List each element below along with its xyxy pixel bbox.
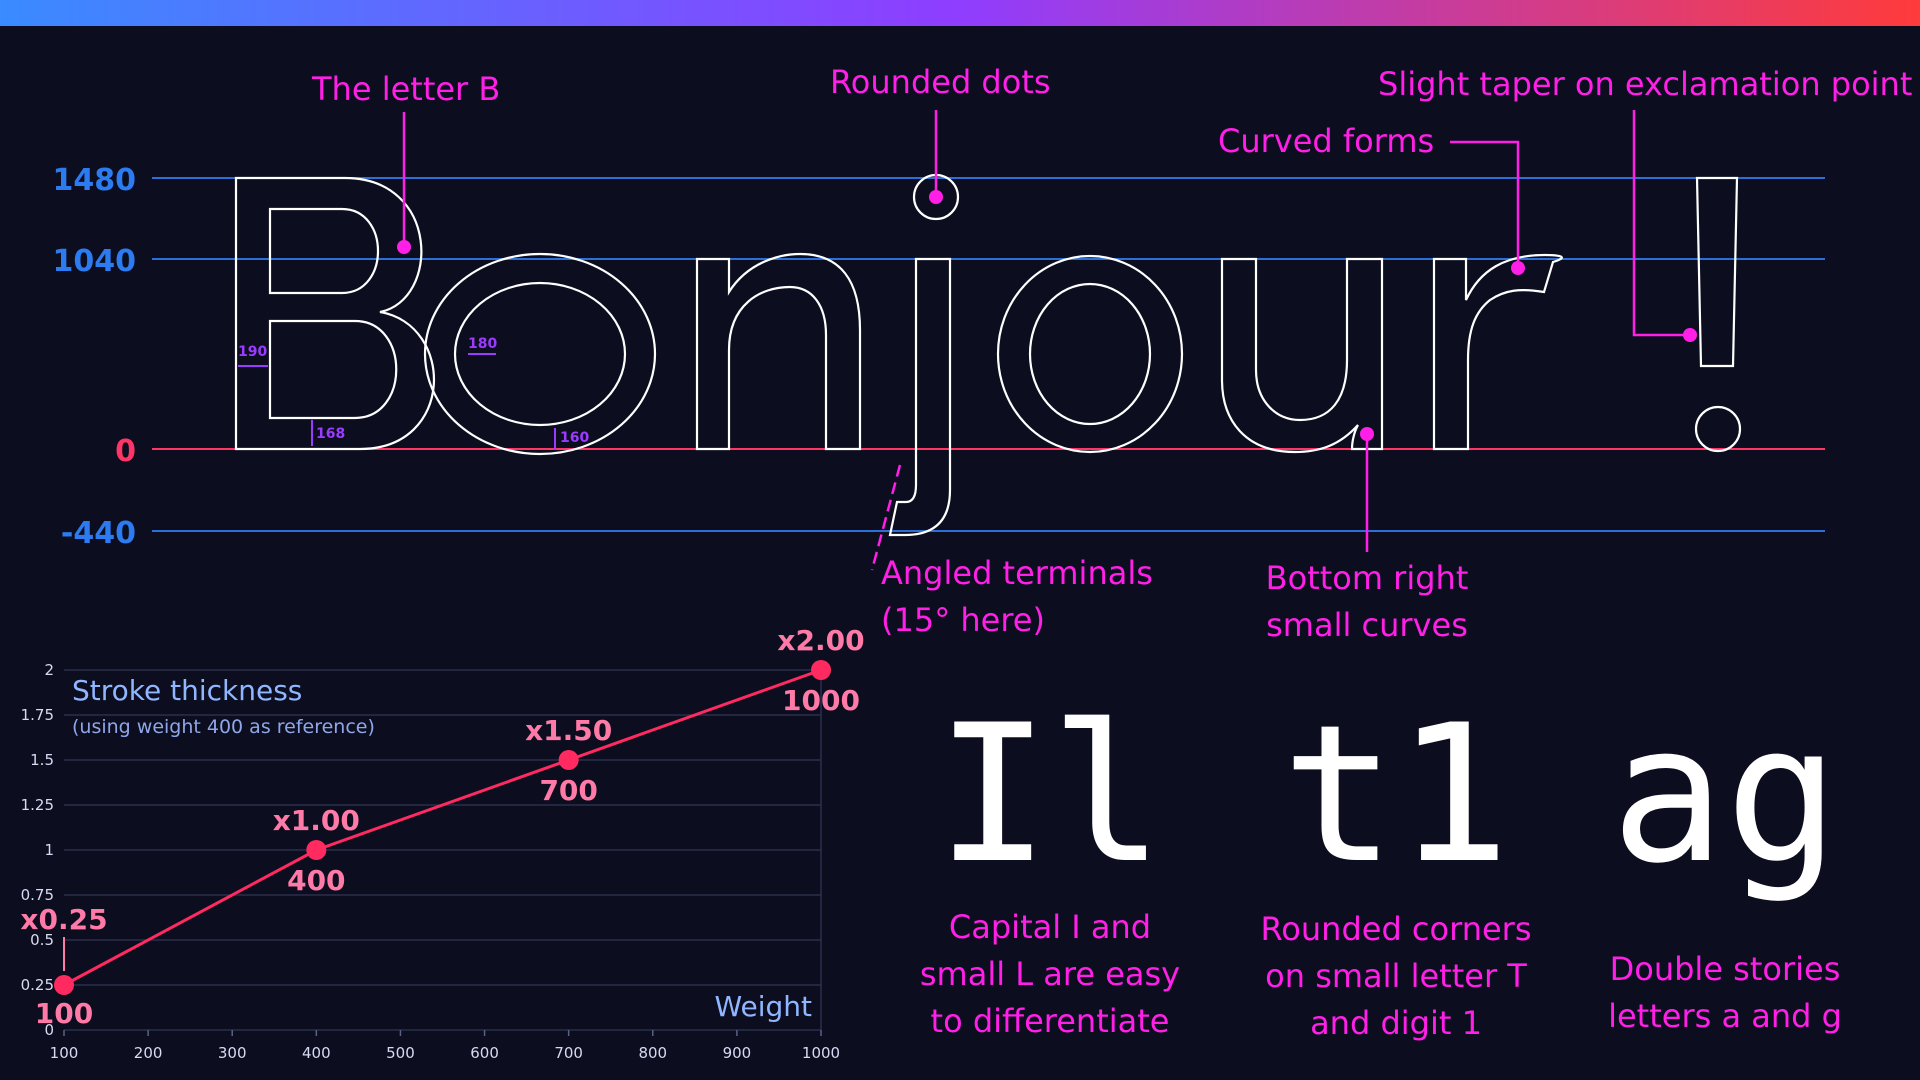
chart-y-ticks: 0 0.25 0.5 0.75 1 1.25 1.5 1.75 2 [21, 661, 54, 1039]
chart-x-ticks: 100 200 300 400 500 600 700 800 900 1000 [50, 1044, 840, 1062]
metric-label-descender: -440 [61, 516, 136, 551]
stroke-measurements: 190 180 168 160 [238, 336, 589, 450]
data-point [54, 975, 74, 995]
glyph-samples: Il Capital I and small L are easy to dif… [920, 684, 1842, 1042]
metric-label-ascender: 1480 [53, 163, 137, 198]
annotation-curved-forms: Curved forms [1218, 122, 1434, 160]
y-tick-label: 1.5 [30, 751, 54, 769]
glyph-u-outline [1220, 257, 1384, 454]
metric-label-baseline: 0 [115, 434, 136, 469]
sample-caption-ag-line1: Double stories [1610, 950, 1841, 988]
annotation-taper: Slight taper on exclamation point [1378, 65, 1912, 103]
sample-caption-Il-line2: small L are easy [920, 955, 1180, 993]
x-tick-label: 500 [386, 1044, 415, 1062]
point-value-label: x0.25 [20, 903, 107, 936]
measure-label-160: 160 [560, 430, 589, 446]
point-value-label: x1.00 [273, 804, 360, 837]
glyph-j-outline [888, 257, 952, 537]
data-point [811, 660, 831, 680]
sample-caption-t1-line3: and digit 1 [1310, 1004, 1482, 1042]
leader-taper [1632, 110, 1690, 337]
sample-glyphs-Il: Il [936, 684, 1165, 905]
glyph-o2-counter [1028, 282, 1152, 426]
top-gradient-bar [0, 0, 1920, 26]
leader-angled-terminals [870, 464, 902, 571]
x-tick-label: 600 [470, 1044, 499, 1062]
chart-title: Stroke thickness [72, 674, 302, 707]
data-point [306, 840, 327, 860]
point-value-label: x2.00 [777, 624, 864, 657]
marker-letter-b [397, 240, 411, 254]
chart-subtitle: (using weight 400 as reference) [72, 716, 375, 738]
y-tick-label: 0.5 [30, 931, 54, 949]
annotation-angled-terminals-line2: (15° here) [881, 601, 1045, 639]
x-tick-label: 400 [302, 1044, 331, 1062]
glyph-exclamation-dot [1694, 405, 1742, 453]
measure-label-190: 190 [238, 344, 267, 360]
glyph-r-outline [1432, 253, 1563, 451]
y-tick-label: 1.25 [21, 796, 54, 814]
leader-curved-forms [1450, 140, 1520, 268]
glyph-o-counter [453, 281, 627, 427]
x-tick-label: 700 [554, 1044, 583, 1062]
point-value-label: x1.50 [525, 714, 612, 747]
x-tick-label: 100 [50, 1044, 79, 1062]
sample-caption-Il-line1: Capital I and [949, 908, 1151, 946]
sample-caption-t1-line2: on small letter T [1265, 957, 1527, 995]
glyph-n-outline [695, 252, 862, 451]
x-tick-label: 1000 [802, 1044, 840, 1062]
annotations: The letter B Rounded dots Slight taper o… [311, 63, 1912, 644]
glyph-o-outline [423, 252, 657, 456]
annotation-bottom-right-line1: Bottom right [1266, 559, 1469, 597]
y-tick-label: 0.75 [21, 886, 54, 904]
annotation-bottom-right-line2: small curves [1266, 606, 1468, 644]
marker-taper [1683, 328, 1697, 342]
chart-points: x0.25 100 x1.00 400 x1.50 700 x2.00 1000 [20, 624, 864, 1030]
annotation-rounded-dots: Rounded dots [830, 63, 1051, 101]
metric-label-xheight: 1040 [53, 244, 137, 279]
sample-caption-t1-line1: Rounded corners [1261, 910, 1532, 948]
series-line [63, 668, 822, 987]
sample-caption-ag-line2: letters a and g [1608, 997, 1842, 1035]
marker-curved-forms [1511, 261, 1525, 275]
point-weight-label: 700 [539, 774, 597, 807]
y-tick-label: 1 [44, 841, 54, 859]
annotation-letter-b: The letter B [311, 70, 500, 108]
y-tick-label: 1.75 [21, 706, 54, 724]
specimen-word-bonjour [234, 173, 1742, 537]
y-tick-label: 0 [44, 1021, 54, 1039]
measure-label-180: 180 [468, 336, 497, 352]
point-weight-label: 1000 [782, 684, 860, 717]
marker-bottom-right [1360, 427, 1374, 441]
data-point [558, 750, 579, 770]
glyph-o2-outline [996, 254, 1184, 454]
chart-x-axis-label: Weight [714, 990, 812, 1023]
x-tick-label: 800 [638, 1044, 667, 1062]
x-tick-label: 200 [134, 1044, 163, 1062]
metric-guides: 1480 1040 0 -440 [53, 163, 1825, 551]
y-tick-label: 2 [44, 661, 54, 679]
y-tick-label: 0.25 [21, 976, 54, 994]
measure-label-168: 168 [316, 426, 345, 442]
marker-rounded-dots [929, 190, 943, 204]
point-weight-label: 400 [287, 864, 345, 897]
point-weight-label: 100 [35, 997, 93, 1030]
stroke-thickness-chart: 0 0.25 0.5 0.75 1 1.25 1.5 1.75 2 100 200 300 400 50… [20, 624, 864, 1062]
x-tick-label: 900 [723, 1044, 752, 1062]
glyph-exclamation-outline [1695, 176, 1739, 368]
annotation-angled-terminals-line1: Angled terminals [881, 554, 1153, 592]
sample-glyphs-t1: t1 [1282, 684, 1511, 905]
x-tick-label: 300 [218, 1044, 247, 1062]
sample-caption-Il-line3: to differentiate [931, 1002, 1170, 1040]
sample-glyphs-ag: ag [1611, 684, 1840, 905]
